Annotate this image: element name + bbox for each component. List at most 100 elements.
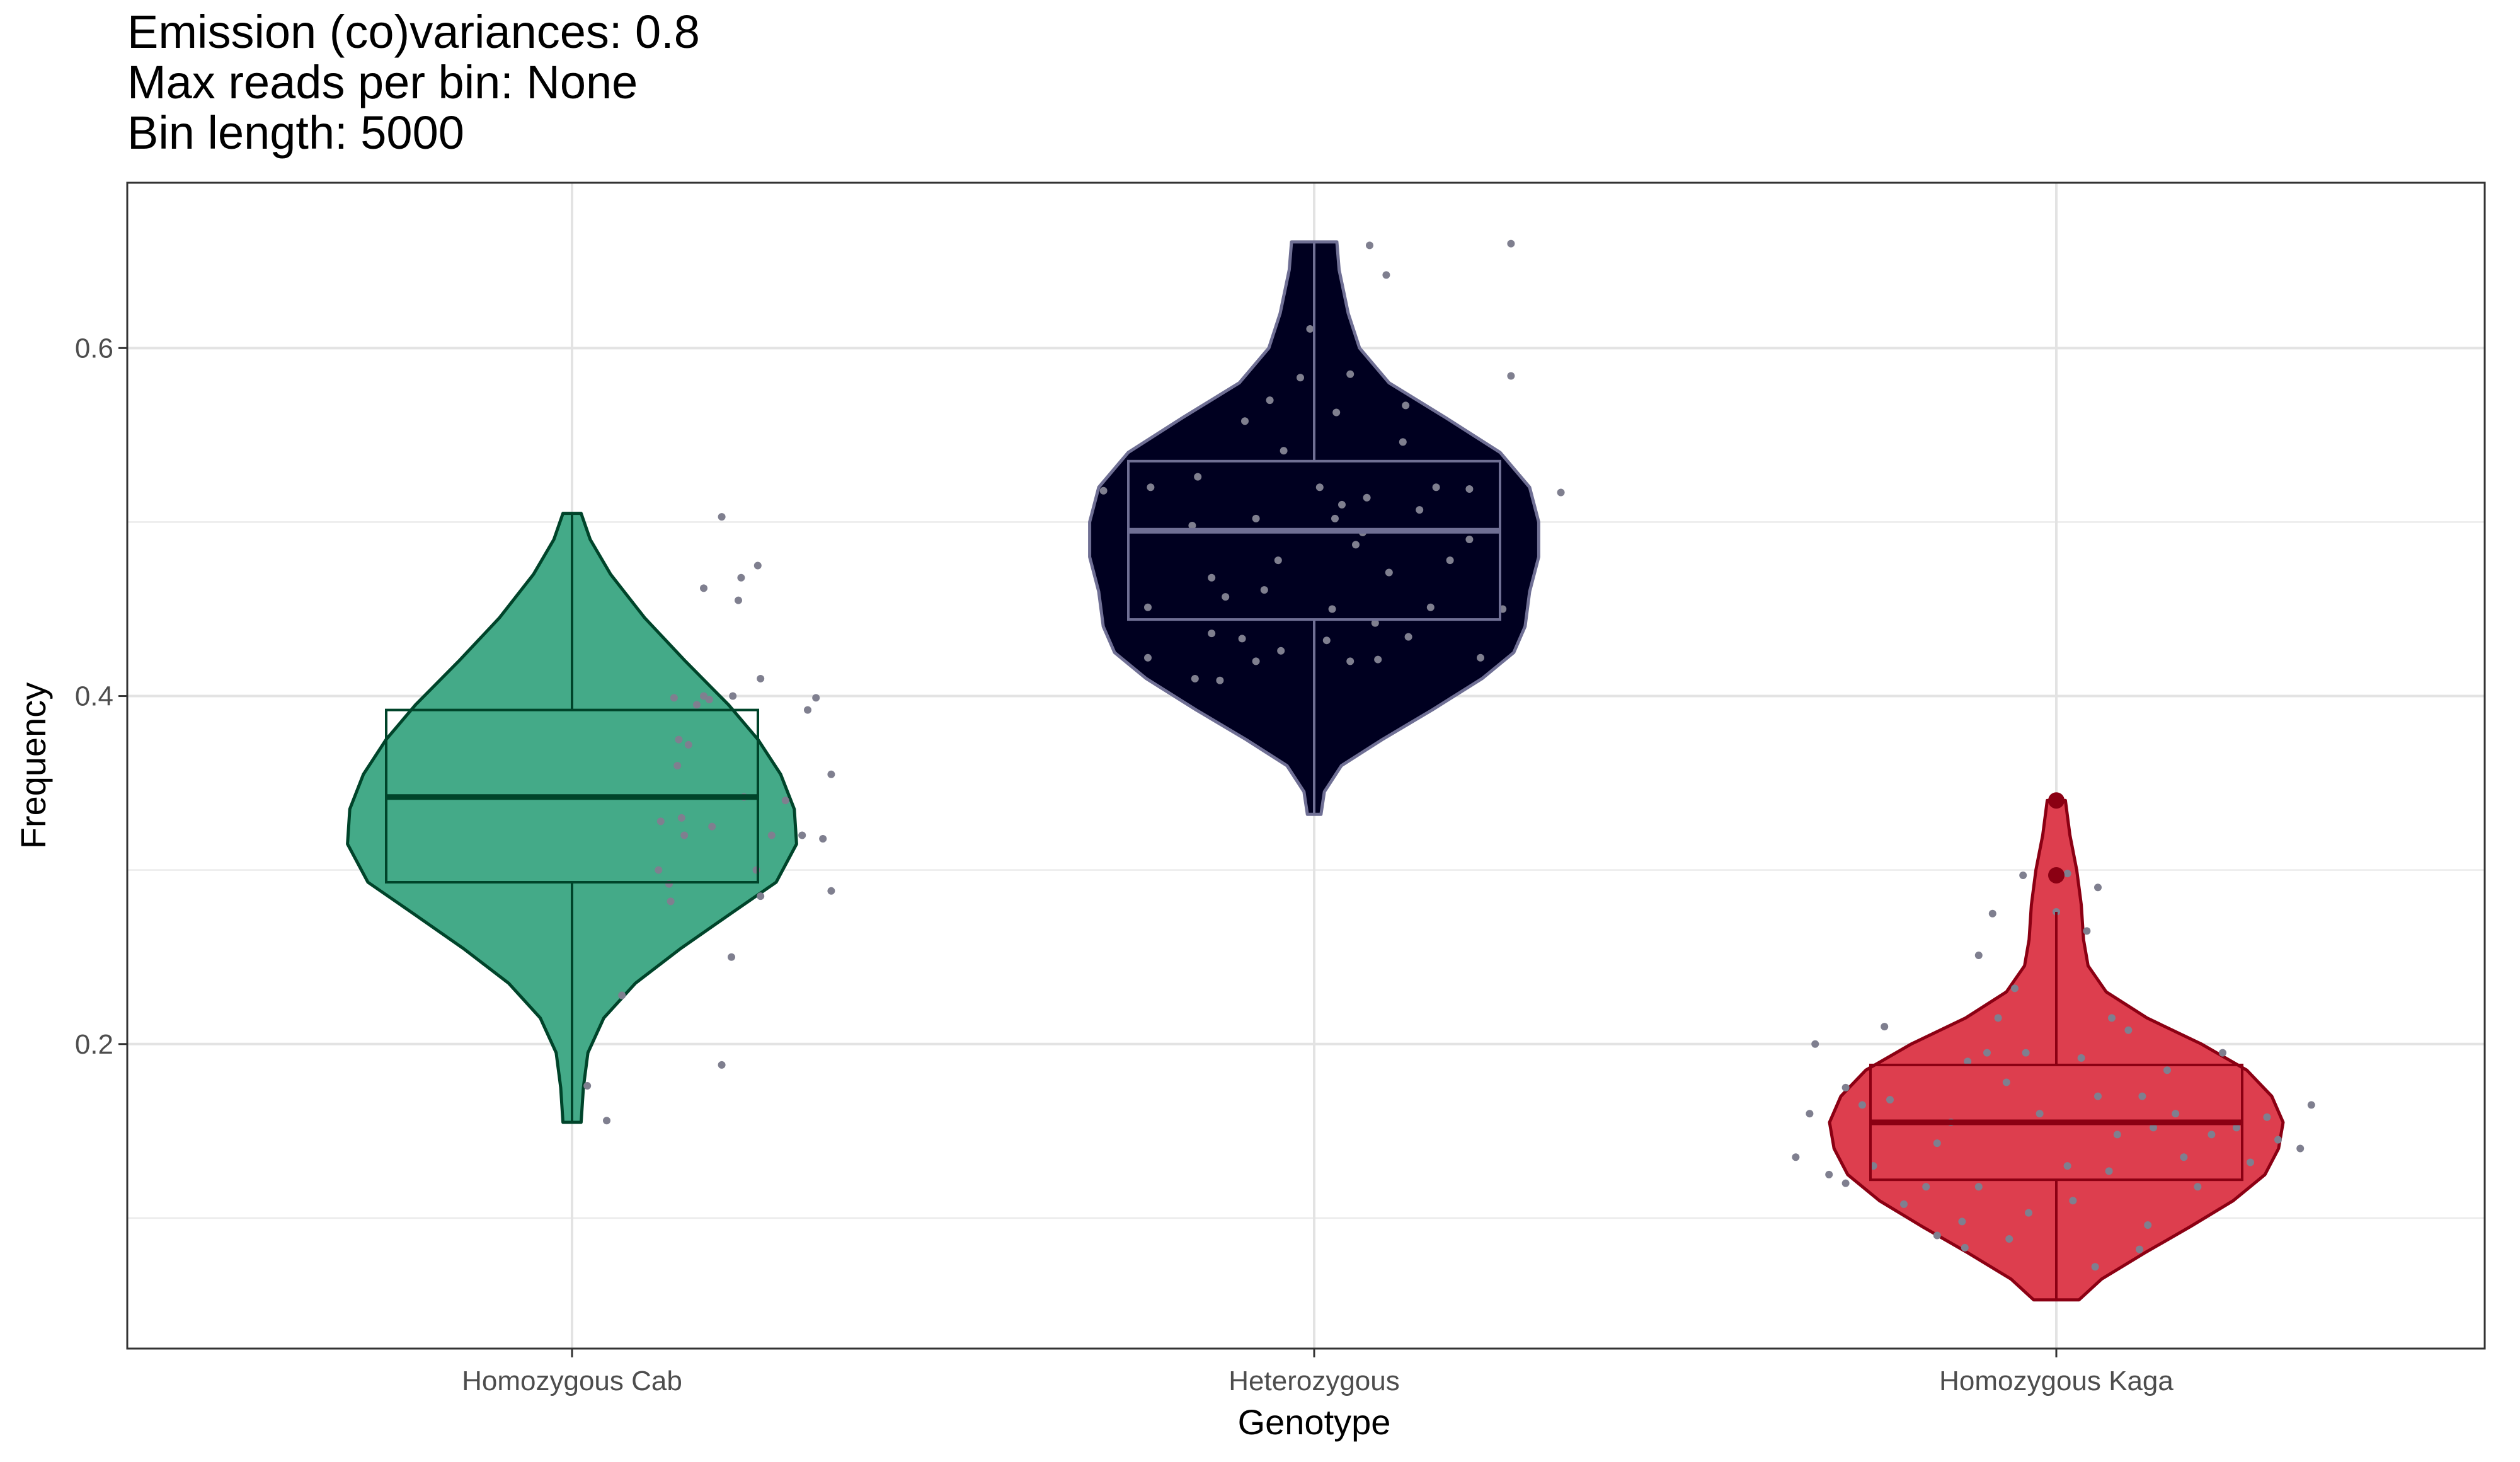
data-point: [1277, 647, 1285, 655]
boxplots: [385, 241, 2243, 1300]
data-point: [2219, 1049, 2226, 1057]
data-point: [1194, 473, 1202, 481]
data-point: [1404, 633, 1412, 641]
data-point: [2002, 1078, 2010, 1086]
data-point: [1961, 1243, 1969, 1252]
data-point: [718, 1061, 726, 1069]
data-point: [1994, 1014, 2002, 1022]
data-point: [1315, 483, 1324, 492]
data-point: [1371, 619, 1379, 627]
data-point: [1374, 655, 1382, 664]
data-point: [1222, 593, 1230, 601]
data-point: [684, 740, 692, 749]
data-point: [1144, 603, 1152, 611]
data-point: [693, 701, 701, 709]
data-point: [1266, 396, 1274, 405]
jitter-points: [583, 239, 2315, 1271]
data-point: [1841, 1179, 1850, 1187]
data-point: [1252, 657, 1260, 665]
data-point: [2163, 1066, 2171, 1074]
data-point: [1346, 657, 1354, 665]
data-point: [757, 892, 765, 901]
data-point: [781, 797, 789, 805]
data-point: [1208, 573, 1216, 582]
data-point: [2296, 1144, 2305, 1153]
data-point: [812, 694, 820, 702]
data-point: [2025, 1209, 2032, 1217]
y-tick-label: 0.2: [75, 1029, 113, 1060]
data-point: [2263, 1113, 2271, 1121]
data-point: [1322, 636, 1331, 645]
data-point: [2208, 1131, 2216, 1139]
data-point: [2113, 1131, 2121, 1139]
data-point: [2094, 1092, 2102, 1100]
x-tick-label: Homozygous Cab: [462, 1366, 682, 1396]
data-point: [1964, 1057, 1972, 1066]
data-point: [708, 822, 716, 831]
data-point: [737, 573, 745, 582]
data-point: [1147, 483, 1155, 492]
y-tick-label: 0.4: [75, 681, 113, 712]
data-point: [1933, 1139, 1941, 1148]
data-point: [583, 1082, 592, 1090]
data-point: [2022, 1049, 2030, 1057]
data-point: [655, 866, 663, 874]
y-axis-label: Frequency: [13, 682, 53, 849]
data-point: [680, 831, 689, 839]
data-point: [2094, 884, 2102, 892]
data-point: [1974, 951, 1983, 959]
data-point: [1933, 1231, 1941, 1240]
data-point: [1557, 488, 1565, 497]
data-point: [2105, 1167, 2113, 1175]
data-point: [2077, 1054, 2085, 1062]
data-point: [2307, 1101, 2315, 1109]
data-point: [819, 834, 827, 843]
data-point: [1886, 1096, 1894, 1104]
data-point: [700, 692, 707, 700]
data-point: [718, 513, 726, 521]
title-line-bin-length: Bin length: 5000: [127, 106, 464, 159]
data-point: [1332, 408, 1341, 417]
data-point: [1477, 653, 1484, 662]
data-point: [1416, 506, 1424, 514]
violin-1: [346, 512, 798, 1124]
data-point: [1306, 325, 1314, 333]
data-point: [2172, 1110, 2180, 1118]
data-point: [1507, 239, 1515, 248]
data-point: [1958, 1217, 1966, 1226]
data-point: [827, 770, 835, 778]
data-point: [2069, 1197, 2077, 1205]
data-point: [1900, 1200, 1908, 1208]
data-point: [2091, 1263, 2099, 1271]
data-point: [1338, 500, 1346, 509]
data-point: [1208, 630, 1216, 638]
data-point: [1974, 1183, 1983, 1191]
data-point: [2136, 1245, 2143, 1253]
data-point: [1988, 909, 1996, 918]
data-point: [1432, 483, 1440, 492]
data-point: [2011, 984, 2019, 993]
data-point: [757, 674, 765, 682]
data-point: [2063, 870, 2071, 878]
data-point: [675, 735, 683, 744]
data-point: [1099, 486, 1108, 495]
data-point: [1352, 541, 1360, 549]
outlier-point: [2048, 792, 2065, 809]
data-point: [1465, 536, 1474, 544]
data-point: [1241, 417, 1249, 425]
data-point: [827, 887, 835, 895]
data-point: [1144, 653, 1152, 662]
x-tick-label: Heterozygous: [1228, 1366, 1399, 1396]
data-point: [1188, 521, 1196, 529]
data-point: [753, 561, 762, 570]
data-point: [735, 596, 742, 604]
data-point: [673, 762, 682, 769]
data-point: [728, 953, 735, 961]
x-axis-label: Genotype: [1238, 1402, 1391, 1442]
data-point: [1792, 1153, 1800, 1161]
data-point: [2274, 1136, 2282, 1144]
data-point: [2233, 1124, 2240, 1132]
data-point: [1426, 603, 1435, 611]
x-tick-label: Homozygous Kaga: [1939, 1366, 2174, 1396]
